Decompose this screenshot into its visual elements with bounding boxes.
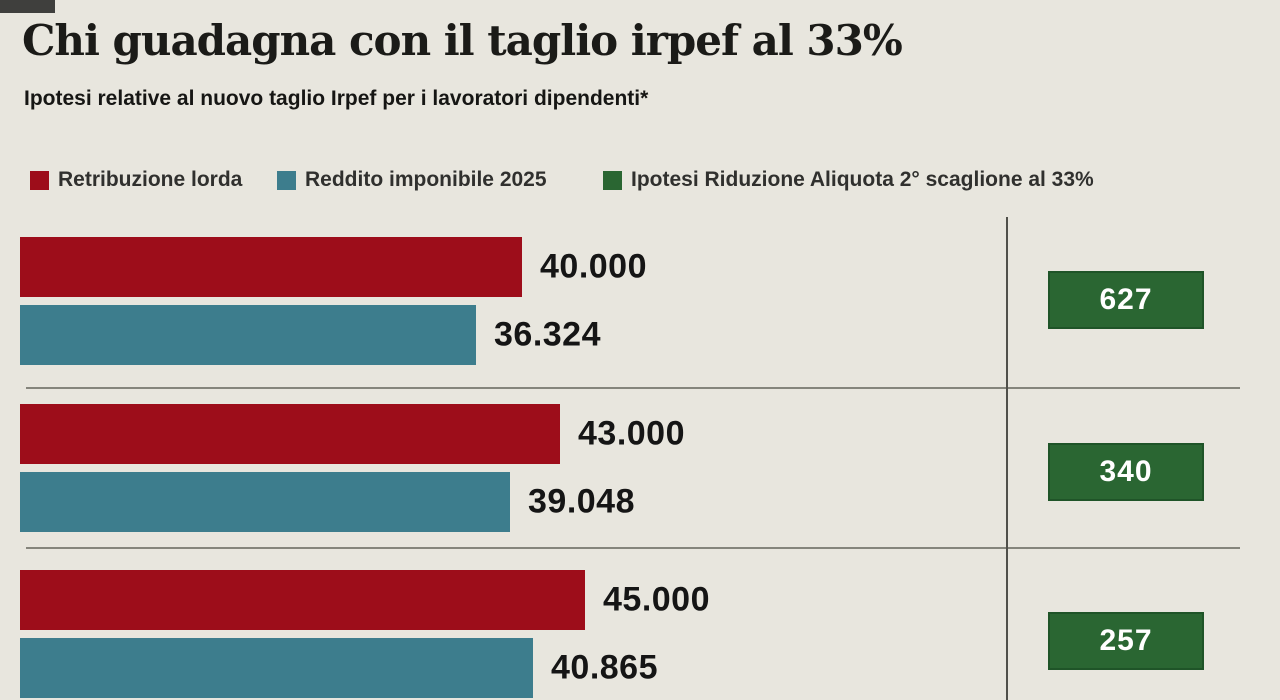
bar-value-gross: 40.000 [540,247,647,286]
legend-label: Reddito imponibile 2025 [305,168,547,191]
chart-title: Chi guadagna con il taglio irpef al 33% [22,16,903,65]
chart-row-40000: 40.000 36.324 [20,237,1260,367]
legend-swatch-red [30,170,49,190]
chart-row-45000: 45.000 40.865 [20,570,1260,700]
row-divider [26,387,1240,389]
legend-item-ipotesi-riduzione: Ipotesi Riduzione Aliquota 2° scaglione … [603,168,1094,191]
bar-gross-salary [20,404,560,464]
legend-label: Ipotesi Riduzione Aliquota 2° scaglione … [631,168,1094,191]
bar-taxable-income [20,638,533,698]
bar-value-gross: 45.000 [603,580,710,619]
benefit-badge: 257 [1048,612,1204,670]
bar-taxable-income [20,305,476,365]
row-divider [26,547,1240,549]
benefit-badge: 340 [1048,443,1204,501]
bar-gross-salary [20,570,585,630]
legend-label: Retribuzione lorda [58,168,243,191]
bar-value-taxable: 36.324 [494,315,601,354]
chart-subtitle: Ipotesi relative al nuovo taglio Irpef p… [24,87,649,110]
benefit-column-separator [1006,217,1008,700]
legend-swatch-teal [277,170,296,190]
legend-item-reddito-imponibile: Reddito imponibile 2025 [277,168,547,191]
legend-item-retribuzione-lorda: Retribuzione lorda [30,168,243,191]
corner-mark [0,0,55,13]
bar-taxable-income [20,472,510,532]
bar-value-gross: 43.000 [578,414,685,453]
bar-value-taxable: 40.865 [551,648,658,687]
legend-swatch-green [603,170,622,190]
benefit-badge: 627 [1048,271,1204,329]
bar-value-taxable: 39.048 [528,482,635,521]
bar-gross-salary [20,237,522,297]
chart-row-43000: 43.000 39.048 [20,404,1260,534]
